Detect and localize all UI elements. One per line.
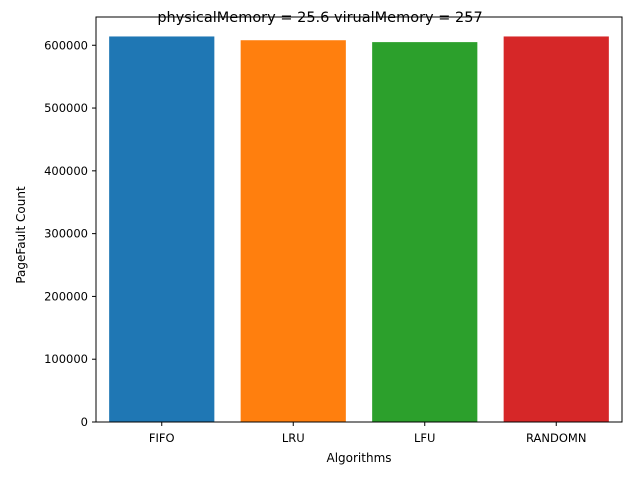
y-tick-label: 500000	[44, 101, 88, 115]
y-tick-label: 600000	[44, 38, 88, 52]
y-tick-label: 300000	[44, 227, 88, 241]
bar-lfu	[372, 42, 478, 423]
y-ticks: 0 100000 200000 300000 400000 500000 600000	[44, 38, 96, 429]
bar-lru	[240, 40, 346, 423]
x-ticks: FIFO LRU LFU RANDOMN	[149, 422, 586, 445]
axes-frame	[95, 16, 623, 423]
y-tick-label: 100000	[44, 352, 88, 366]
x-tick-label: LRU	[282, 431, 305, 445]
y-tick-label: 200000	[44, 289, 88, 303]
y-tick-label: 400000	[44, 164, 88, 178]
chart-title: physicalMemory = 25.6 virualMemory = 257	[157, 10, 482, 26]
bar-fifo	[109, 36, 215, 422]
x-tick-label: RANDOMN	[526, 431, 586, 445]
x-tick-label: FIFO	[149, 431, 175, 445]
bar-randomn	[503, 36, 609, 422]
bars-layer	[109, 36, 609, 423]
x-tick-label: LFU	[414, 431, 435, 445]
x-axis-label: Algorithms	[326, 451, 391, 465]
y-tick-label: 0	[81, 415, 88, 429]
y-axis-label: PageFault Count	[14, 186, 28, 284]
